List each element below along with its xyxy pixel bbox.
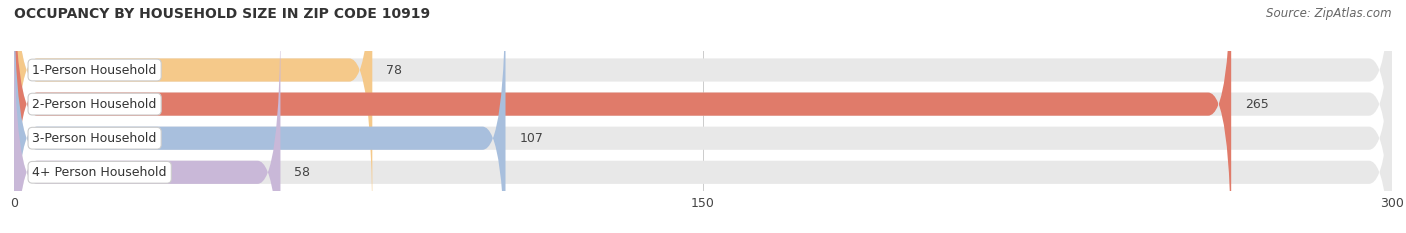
FancyBboxPatch shape	[14, 0, 1392, 229]
FancyBboxPatch shape	[14, 0, 1392, 233]
FancyBboxPatch shape	[14, 0, 1232, 233]
FancyBboxPatch shape	[14, 0, 1392, 233]
Text: 265: 265	[1244, 98, 1268, 111]
FancyBboxPatch shape	[14, 0, 506, 233]
Text: 58: 58	[294, 166, 311, 179]
Text: 78: 78	[387, 64, 402, 76]
Text: 2-Person Household: 2-Person Household	[32, 98, 157, 111]
FancyBboxPatch shape	[14, 14, 1392, 233]
Text: OCCUPANCY BY HOUSEHOLD SIZE IN ZIP CODE 10919: OCCUPANCY BY HOUSEHOLD SIZE IN ZIP CODE …	[14, 7, 430, 21]
FancyBboxPatch shape	[14, 14, 280, 233]
Text: 4+ Person Household: 4+ Person Household	[32, 166, 167, 179]
Text: 107: 107	[519, 132, 543, 145]
Text: 1-Person Household: 1-Person Household	[32, 64, 157, 76]
Text: 3-Person Household: 3-Person Household	[32, 132, 157, 145]
FancyBboxPatch shape	[14, 0, 373, 229]
Text: Source: ZipAtlas.com: Source: ZipAtlas.com	[1267, 7, 1392, 20]
